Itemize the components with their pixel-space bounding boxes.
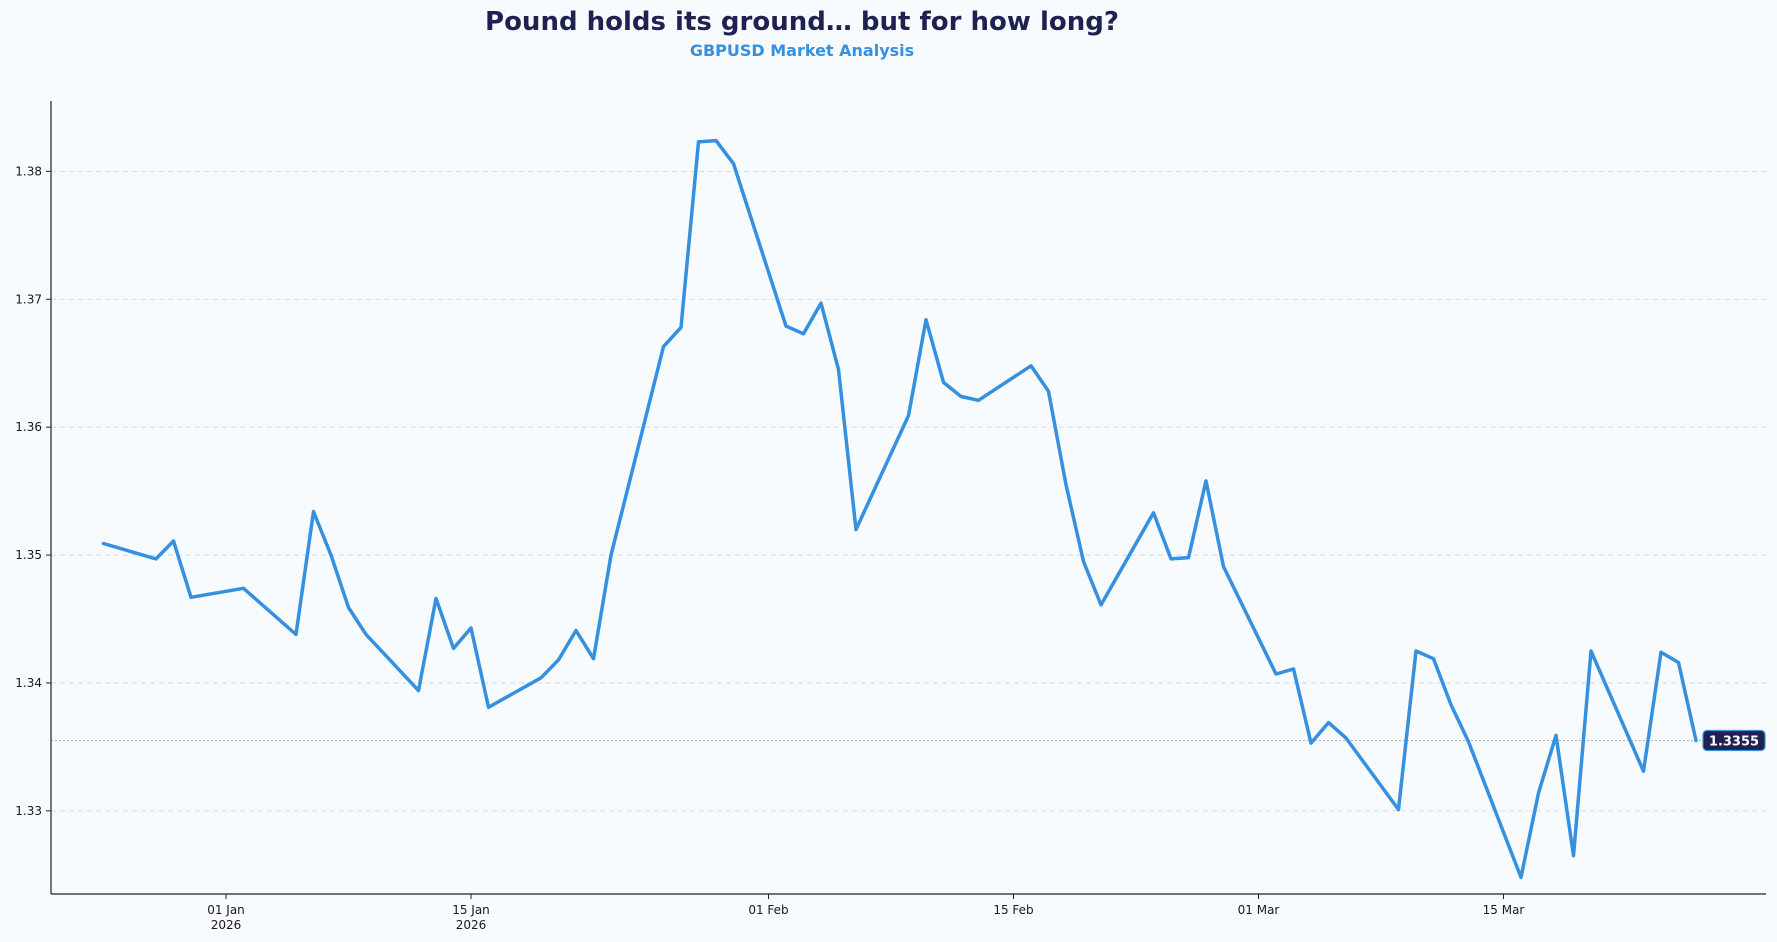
chart-subtitle: GBPUSD Market Analysis (689, 41, 915, 60)
y-tick-label: 1.33 (15, 804, 42, 818)
y-tick-label: 1.35 (15, 548, 42, 562)
x-tick-label: 01 Feb (748, 903, 788, 917)
y-tick-label: 1.36 (15, 420, 42, 434)
last-value-badge (1702, 729, 1766, 752)
last-value-text: 1.3355 (1709, 735, 1759, 750)
chart-title: Pound holds its ground… but for how long… (485, 7, 1119, 37)
series-layer (101, 138, 1698, 880)
x-tick-label: 15 Jan (452, 903, 490, 917)
series-line (101, 138, 1698, 880)
x-tick-label-year: 2026 (211, 918, 242, 932)
grid-lines (51, 170, 1766, 812)
y-tick-label: 1.37 (15, 292, 42, 306)
y-tick-label: 1.34 (15, 676, 42, 690)
y-tick-label: 1.38 (15, 164, 42, 178)
x-tick-label-year: 2026 (456, 918, 487, 932)
last-value-label: 1.3355 (1702, 729, 1766, 752)
x-tick-label: 15 Feb (993, 903, 1033, 917)
x-tick-label: 01 Jan (207, 903, 245, 917)
x-tick-label: 01 Mar (1238, 903, 1280, 917)
x-tick-label: 15 Mar (1483, 903, 1525, 917)
